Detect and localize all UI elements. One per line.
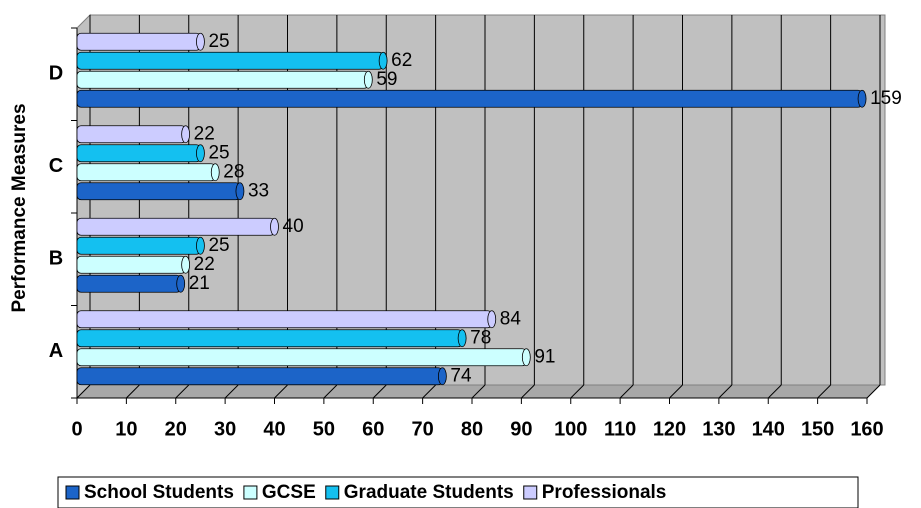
grid-line: [422, 384, 436, 399]
grid-line: [866, 384, 881, 399]
legend-swatch: [325, 485, 340, 500]
x-tick-label: 120: [653, 418, 686, 440]
value-label: 22: [194, 254, 215, 275]
bar-cap: [181, 255, 191, 274]
grid-line: [323, 384, 338, 399]
value-label: 25: [208, 31, 229, 52]
y-tick-label: B: [49, 248, 63, 270]
x-tick-label: 80: [461, 418, 483, 440]
value-label: 62: [391, 50, 412, 71]
x-tick-label: 0: [71, 418, 82, 440]
bar: [76, 274, 182, 293]
value-label: 25: [208, 142, 229, 163]
bar-cap: [378, 51, 388, 70]
bar: [76, 182, 241, 201]
value-label: 22: [194, 123, 215, 144]
grid-line: [274, 384, 288, 399]
y-tick-label: D: [49, 63, 63, 85]
bar: [76, 310, 493, 329]
y-axis-title: Performance Measures: [9, 103, 30, 312]
grid-line: [224, 384, 239, 399]
legend-label: GCSE: [262, 482, 316, 503]
bar: [76, 51, 384, 70]
x-tick-label: 130: [702, 418, 735, 440]
legend-swatch: [523, 485, 538, 500]
grid-line: [570, 384, 585, 399]
x-tick-label: 20: [165, 418, 187, 440]
x-tick-label: 70: [412, 418, 434, 440]
bar-cap: [270, 217, 279, 236]
grid-line: [126, 384, 140, 399]
grid-line: [718, 384, 733, 399]
grid-line: [471, 384, 486, 399]
legend-label: Professionals: [542, 482, 667, 503]
x-tick-label: 160: [850, 418, 883, 440]
grid-line: [669, 384, 683, 399]
bar-cap: [196, 236, 205, 255]
bar: [76, 125, 187, 144]
value-label: 25: [208, 235, 229, 256]
x-tick-label: 140: [752, 418, 785, 440]
x-tick-label: 90: [510, 418, 532, 440]
bar: [76, 367, 443, 386]
value-label: 33: [248, 180, 269, 201]
bar-cap: [363, 70, 373, 89]
bar-cap: [857, 89, 867, 108]
grid-line: [817, 384, 831, 399]
grid-line: [175, 384, 190, 399]
grid-line: [619, 384, 634, 399]
grid-line: [76, 384, 91, 399]
bar: [76, 144, 201, 163]
legend-swatch: [65, 485, 80, 500]
bar-cap: [521, 348, 531, 367]
legend-swatch: [243, 485, 258, 500]
value-label: 40: [283, 216, 304, 237]
x-tick-label: 40: [263, 418, 285, 440]
value-label: 159: [870, 88, 902, 109]
value-label: 28: [223, 161, 244, 182]
value-label: 74: [450, 365, 472, 386]
value-label: 78: [470, 327, 491, 348]
grid-line: [372, 384, 387, 399]
x-tick-label: 110: [604, 418, 636, 440]
bar-cap: [181, 125, 191, 144]
x-tick-label: 30: [214, 418, 236, 440]
bar-cap: [235, 182, 245, 201]
y-tick-label: C: [49, 155, 63, 177]
bar: [76, 70, 369, 89]
bar: [76, 32, 201, 51]
x-tick-label: 150: [801, 418, 834, 440]
value-label: 59: [376, 69, 397, 90]
value-label: 91: [534, 346, 555, 367]
x-tick-label: 50: [313, 418, 335, 440]
bar-cap: [176, 274, 186, 293]
bar: [76, 217, 275, 236]
x-tick-label: 100: [554, 418, 587, 440]
legend: [57, 476, 859, 508]
bar: [76, 255, 187, 274]
legend-label: Graduate Students: [344, 482, 514, 503]
bar-cap: [487, 310, 497, 329]
bar-cap: [196, 32, 205, 51]
legend-label: School Students: [84, 482, 234, 503]
bar: [76, 89, 863, 108]
value-label: 21: [189, 273, 210, 294]
x-tick-label: 60: [362, 418, 384, 440]
grid-line: [521, 384, 535, 399]
value-label: 84: [500, 308, 522, 329]
bar: [76, 348, 527, 367]
x-tick-label: 10: [115, 418, 137, 440]
bar-cap: [210, 163, 220, 182]
bar-cap: [437, 367, 447, 386]
grid-line: [767, 384, 782, 399]
bar: [76, 236, 201, 255]
y-tick-label: A: [49, 340, 63, 362]
bar-cap: [196, 144, 205, 163]
bar: [76, 163, 216, 182]
bar: [76, 329, 463, 348]
bar-cap: [457, 329, 467, 348]
